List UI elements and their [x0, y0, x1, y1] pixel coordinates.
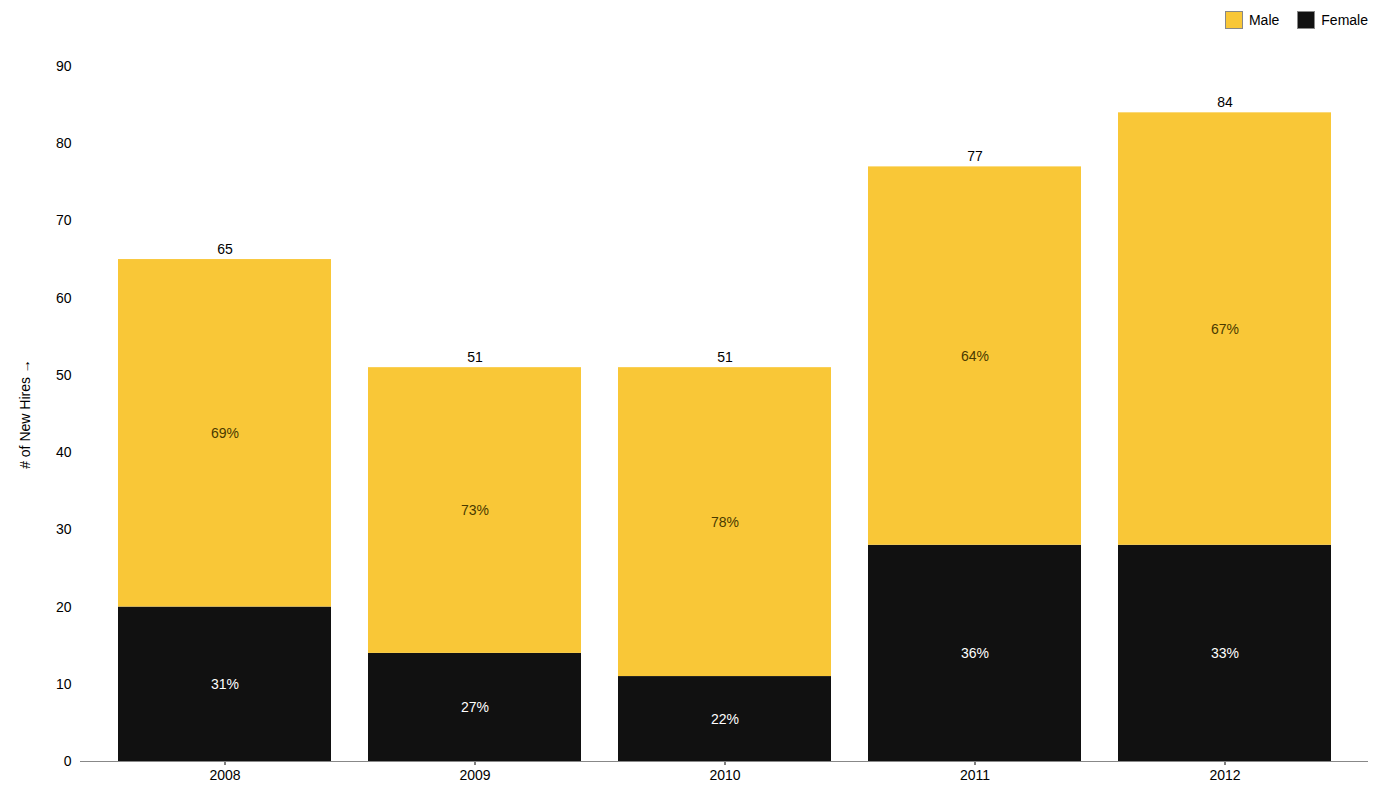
svg-text:65: 65: [217, 241, 233, 257]
svg-text:80: 80: [56, 135, 72, 151]
svg-text:20: 20: [56, 599, 72, 615]
svg-text:64%64: 64%64: [961, 348, 989, 364]
svg-text:2010: 2010: [709, 767, 740, 783]
svg-text:2009: 2009: [459, 767, 490, 783]
svg-text:31%31: 31%31: [211, 676, 239, 692]
svg-text:22%22: 22%22: [711, 711, 739, 727]
svg-text:84: 84: [1217, 94, 1233, 110]
svg-text:70: 70: [56, 212, 72, 228]
svg-text:69%69: 69%69: [211, 425, 239, 441]
svg-text:51: 51: [717, 349, 733, 365]
svg-text:2011: 2011: [960, 767, 990, 783]
svg-text:27%27: 27%27: [461, 699, 489, 715]
svg-text:2008: 2008: [209, 767, 240, 783]
svg-text:78%78: 78%78: [711, 514, 739, 530]
svg-text:90: 90: [56, 58, 72, 74]
svg-text:51: 51: [467, 349, 483, 365]
svg-text:0: 0: [64, 753, 72, 769]
html-text:Male: Male: [1249, 12, 1280, 28]
svg-text:40: 40: [56, 444, 72, 460]
svg-text:73%73: 73%73: [461, 502, 489, 518]
svg-text:50: 50: [56, 367, 72, 383]
svg-text:36%36: 36%36: [961, 645, 989, 661]
svg-text:33%33: 33%33: [1211, 645, 1239, 661]
svg-text:10: 10: [56, 676, 72, 692]
svg-text:77: 77: [967, 148, 983, 164]
svg-text:30: 30: [56, 521, 72, 537]
html-text:Female: Female: [1321, 12, 1368, 28]
svg-text:# of New Hires →: # of New Hires →: [17, 359, 33, 469]
svg-text:60: 60: [56, 290, 72, 306]
svg-text:2012: 2012: [1209, 767, 1240, 783]
svg-text:67%67: 67%67: [1211, 321, 1239, 337]
